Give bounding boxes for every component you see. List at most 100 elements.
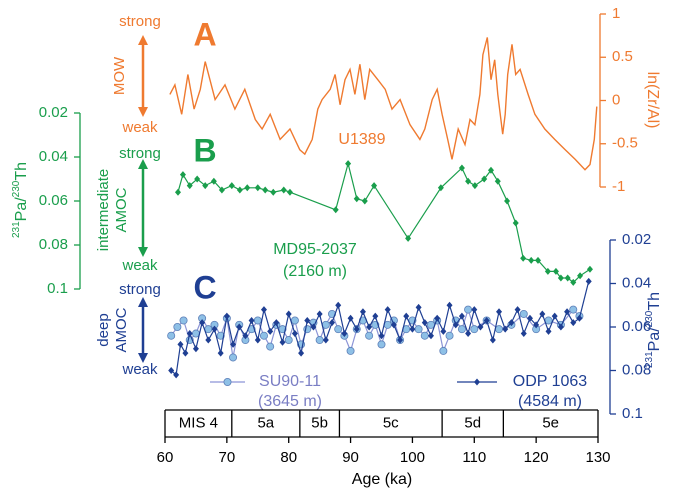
marker xyxy=(254,336,261,344)
marker xyxy=(421,319,428,327)
y-tick-label: 0.02 xyxy=(39,104,68,121)
legend-key-marker xyxy=(474,378,480,386)
marker xyxy=(205,336,212,344)
stage-label: 5c xyxy=(383,414,399,431)
y-tick-label: 0.08 xyxy=(39,236,68,253)
text: Pa/ xyxy=(646,327,663,352)
marker xyxy=(260,306,267,314)
marker xyxy=(286,188,293,196)
process-label: AMOC xyxy=(113,187,130,232)
marker xyxy=(415,303,422,311)
strong-label: strong xyxy=(119,145,161,162)
series-label: SU90-11 xyxy=(259,373,321,390)
x-tick-label: 100 xyxy=(400,449,425,466)
x-tick-label: 130 xyxy=(585,449,610,466)
marker xyxy=(526,314,533,322)
marker xyxy=(544,267,551,275)
y-tick-label: 0.1 xyxy=(47,280,68,297)
marker xyxy=(487,166,494,174)
process-label: MOW xyxy=(111,56,128,95)
marker xyxy=(377,340,386,349)
marker xyxy=(512,219,519,227)
marker xyxy=(520,254,527,262)
marker xyxy=(218,186,225,194)
marker xyxy=(477,323,484,331)
marker xyxy=(504,197,511,205)
marker xyxy=(202,182,209,190)
marker xyxy=(557,323,564,331)
marker xyxy=(199,319,206,327)
marker xyxy=(409,325,416,333)
process-label: deep xyxy=(95,313,112,346)
series-label: MD95-2037 xyxy=(273,241,357,258)
marker xyxy=(192,345,199,353)
marker xyxy=(564,308,571,316)
marker xyxy=(248,316,255,324)
y-tick-label: 0.08 xyxy=(622,361,651,378)
marker xyxy=(253,316,262,325)
y-tick-label: 0.06 xyxy=(39,192,68,209)
marker xyxy=(496,308,503,316)
x-tick-label: 120 xyxy=(524,449,549,466)
marker xyxy=(471,182,478,190)
marker xyxy=(445,331,454,340)
marker xyxy=(291,330,298,338)
marker xyxy=(452,321,459,329)
marker xyxy=(270,188,277,196)
series-line xyxy=(177,163,591,284)
series-line xyxy=(169,37,598,171)
marker xyxy=(384,306,391,314)
marker xyxy=(457,325,466,334)
marker xyxy=(508,319,515,327)
marker xyxy=(179,171,186,179)
marker xyxy=(359,308,366,316)
marker xyxy=(564,274,571,282)
sup: 231 xyxy=(644,351,655,368)
y-axis-title: ln(Zr/Al) xyxy=(644,72,661,129)
marker xyxy=(322,336,329,344)
marker xyxy=(298,349,305,357)
marker xyxy=(458,164,465,172)
marker xyxy=(284,336,293,345)
marker xyxy=(465,177,472,185)
y-tick-label: 0.06 xyxy=(622,318,651,335)
sup: 230 xyxy=(644,310,655,327)
marker xyxy=(585,277,592,285)
marker xyxy=(345,160,352,168)
text: Th xyxy=(13,162,30,181)
marker xyxy=(267,327,274,335)
weak-label: weak xyxy=(121,119,158,136)
marker xyxy=(353,325,360,333)
marker xyxy=(390,321,397,329)
marker xyxy=(254,184,261,192)
marker xyxy=(539,310,546,318)
marker xyxy=(495,325,504,334)
marker xyxy=(229,353,238,362)
marker xyxy=(341,330,348,338)
marker xyxy=(434,314,441,322)
marker xyxy=(242,332,249,340)
marker xyxy=(329,319,336,327)
marker xyxy=(551,312,558,320)
marker xyxy=(310,323,317,331)
marker xyxy=(262,186,269,194)
weak-label: weak xyxy=(121,257,158,274)
marker xyxy=(210,177,217,185)
marker xyxy=(520,330,527,338)
weak-label: weak xyxy=(121,361,158,378)
marker xyxy=(470,325,479,334)
x-tick-label: 60 xyxy=(157,449,174,466)
marker xyxy=(353,195,360,203)
marker xyxy=(236,186,243,194)
marker xyxy=(371,182,378,190)
marker xyxy=(332,206,339,214)
x-tick-label: 90 xyxy=(342,449,359,466)
marker xyxy=(223,312,230,320)
panel-b-text: strong weak intermediate AMOC B MD95-203… xyxy=(11,132,357,280)
sup: 230 xyxy=(11,180,22,197)
marker xyxy=(427,332,434,340)
marker xyxy=(586,265,593,273)
marker xyxy=(304,316,311,324)
panel-a-text: strong weak MOW A U1389 ln(Zr/Al) xyxy=(111,13,661,148)
marker xyxy=(259,331,268,340)
